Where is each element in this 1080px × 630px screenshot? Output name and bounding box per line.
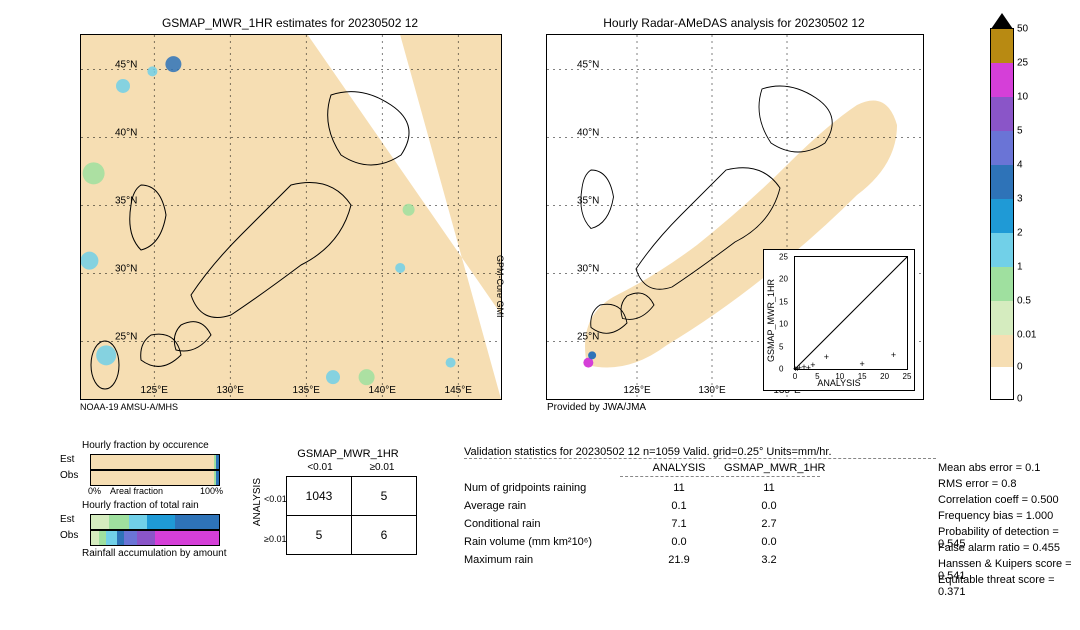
contingency-col-title: GSMAP_MWR_1HR bbox=[282, 448, 414, 460]
scale-0: 0% bbox=[88, 486, 101, 496]
stat-row: Frequency bias = 1.000 bbox=[938, 510, 1053, 522]
svg-text:140°E: 140°E bbox=[369, 385, 397, 396]
svg-text:125°E: 125°E bbox=[623, 385, 651, 396]
map-left: 125°E 130°E 135°E 140°E 145°E 25°N 30°N 35°N 40°… bbox=[80, 34, 502, 400]
validation-header: Validation statistics for 20230502 12 n=… bbox=[464, 446, 936, 459]
col-a: ANALYSIS bbox=[634, 462, 724, 474]
source-right: GPM-Core GMI bbox=[495, 255, 505, 318]
contingency-col-r: ≥0.01 bbox=[352, 462, 412, 473]
scale-mid: Areal fraction bbox=[110, 486, 163, 496]
contingency-row-l1: <0.01 bbox=[264, 494, 287, 504]
contingency-table: 10435 56 bbox=[286, 476, 417, 555]
colorbar: 502510543210.50.0100 bbox=[990, 28, 1014, 400]
total-rain-title: Hourly fraction of total rain bbox=[82, 500, 199, 511]
occurrence-title: Hourly fraction by occurence bbox=[82, 440, 209, 451]
validation-row: Average rain0.10.0 bbox=[464, 500, 714, 512]
est-label: Est bbox=[60, 454, 74, 465]
map-left-svg: 125°E 130°E 135°E 140°E 145°E 25°N 30°N 35°N 40°… bbox=[81, 35, 501, 399]
c10: 5 bbox=[287, 516, 352, 555]
svg-text:25°N: 25°N bbox=[115, 331, 137, 342]
validation-row: Rain volume (mm km²10⁶)0.00.0 bbox=[464, 536, 714, 548]
svg-text:40°N: 40°N bbox=[577, 127, 599, 138]
validation-row: Maximum rain21.93.2 bbox=[464, 554, 714, 566]
validation-row: Num of gridpoints raining1111 bbox=[464, 482, 714, 494]
c11: 6 bbox=[352, 516, 417, 555]
obs-label: Obs bbox=[60, 470, 78, 481]
stat-row: Mean abs error = 0.1 bbox=[938, 462, 1040, 474]
svg-text:125°E: 125°E bbox=[141, 385, 169, 396]
title-right: Hourly Radar-AMeDAS analysis for 2023050… bbox=[546, 16, 922, 30]
contingency-row-l2: ≥0.01 bbox=[264, 534, 286, 544]
col-g: GSMAP_MWR_1HR bbox=[724, 462, 825, 474]
svg-text:25°N: 25°N bbox=[577, 331, 599, 342]
svg-text:135°E: 135°E bbox=[293, 385, 321, 396]
svg-text:130°E: 130°E bbox=[698, 385, 726, 396]
svg-text:130°E: 130°E bbox=[217, 385, 245, 396]
occurrence-obs-bar bbox=[90, 470, 220, 486]
svg-text:40°N: 40°N bbox=[115, 127, 137, 138]
svg-text:145°E: 145°E bbox=[445, 385, 473, 396]
accum-title: Rainfall accumulation by amount bbox=[82, 548, 227, 559]
svg-text:30°N: 30°N bbox=[577, 263, 599, 274]
colorbar-arrow-icon bbox=[991, 13, 1013, 29]
validation-colhdr: ANALYSIS GSMAP_MWR_1HR bbox=[464, 462, 714, 474]
svg-text:30°N: 30°N bbox=[115, 263, 137, 274]
contingency-col-l: <0.01 bbox=[290, 462, 350, 473]
title-left: GSMAP_MWR_1HR estimates for 20230502 12 bbox=[80, 16, 500, 30]
stat-row: RMS error = 0.8 bbox=[938, 478, 1017, 490]
totalrain-obs-bar bbox=[90, 530, 220, 546]
est-label-2: Est bbox=[60, 514, 74, 525]
stat-row: Correlation coeff = 0.500 bbox=[938, 494, 1059, 506]
svg-text:35°N: 35°N bbox=[115, 195, 137, 206]
stat-row: Equitable threat score = 0.371 bbox=[938, 574, 1080, 598]
occurrence-est-bar bbox=[90, 454, 220, 470]
scatter-pane: 00551010151520202525+++++++++ bbox=[794, 256, 908, 370]
totalrain-est-bar bbox=[90, 514, 220, 530]
svg-text:45°N: 45°N bbox=[115, 59, 137, 70]
scale-100: 100% bbox=[200, 486, 223, 496]
stat-row: False alarm ratio = 0.455 bbox=[938, 542, 1060, 554]
svg-text:45°N: 45°N bbox=[577, 59, 599, 70]
obs-label-2: Obs bbox=[60, 530, 78, 541]
validation-row: Conditional rain7.12.7 bbox=[464, 518, 714, 530]
c00: 1043 bbox=[287, 477, 352, 516]
contingency-row-title: ANALYSIS bbox=[252, 478, 263, 526]
scatter-xlabel: ANALYSIS bbox=[764, 378, 914, 388]
svg-text:35°N: 35°N bbox=[577, 195, 599, 206]
scatter-inset: GSMAP_MWR_1HR 00551010151520202525++++++… bbox=[763, 249, 915, 391]
map-right: 125°E130°E135°E25°N30°N35°N40°N45°N Prov… bbox=[546, 34, 924, 400]
c01: 5 bbox=[352, 477, 417, 516]
scatter-ylabel: GSMAP_MWR_1HR bbox=[766, 250, 776, 390]
provided-text: Provided by JWA/JMA bbox=[547, 402, 923, 413]
